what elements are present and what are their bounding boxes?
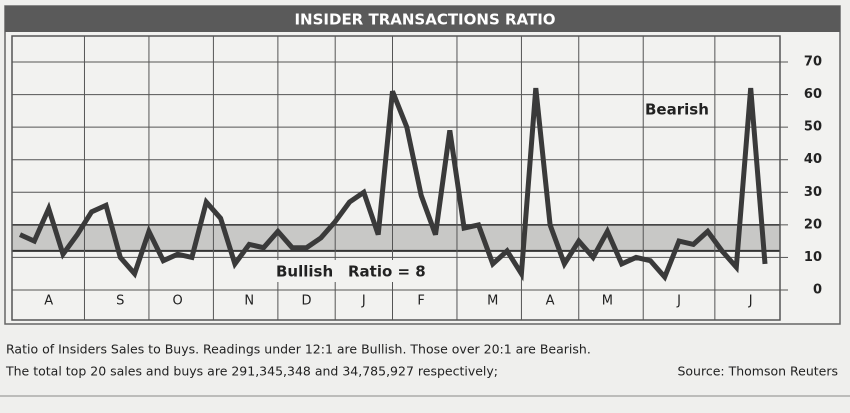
annotation: Bullish [276,263,333,281]
footer-note: The total top 20 sales and buys are 291,… [5,364,498,379]
label-box [272,260,440,282]
x-tick-label: N [244,294,254,309]
y-tick-label: 20 [804,217,822,232]
annotation: Ratio = 8 [348,263,426,281]
plot-frame [11,35,781,321]
band [12,224,780,251]
y-tick-label: 30 [804,185,822,200]
chart-title: INSIDER TRANSACTIONS RATIO [294,11,555,29]
y-tick-label: 60 [804,87,822,102]
y-tick-label: 10 [804,250,822,265]
title-bar [5,6,840,32]
x-tick-label: O [172,294,182,309]
x-tick-label: M [487,294,498,309]
x-tick-label: J [361,294,366,309]
source: Source: Thomson Reuters [677,364,838,379]
y-tick-label: 50 [804,120,822,135]
x-tick-label: S [116,294,124,309]
x-tick-label: A [546,294,555,309]
footer-note: Ratio of Insiders Sales to Buys. Reading… [6,342,591,357]
y-tick-label: 40 [804,152,822,167]
x-tick-label: A [44,294,53,309]
y-tick-label: 0 [813,283,822,298]
plot-area [12,36,788,320]
y-tick-label: 70 [804,55,822,70]
line [18,87,768,282]
x-tick-label: D [302,294,312,309]
x-tick-label: F [417,294,424,309]
annotation: Bearish [645,101,709,119]
x-tick-label: M [602,294,613,309]
x-tick-label: J [676,294,681,309]
x-tick-label: J [748,294,753,309]
